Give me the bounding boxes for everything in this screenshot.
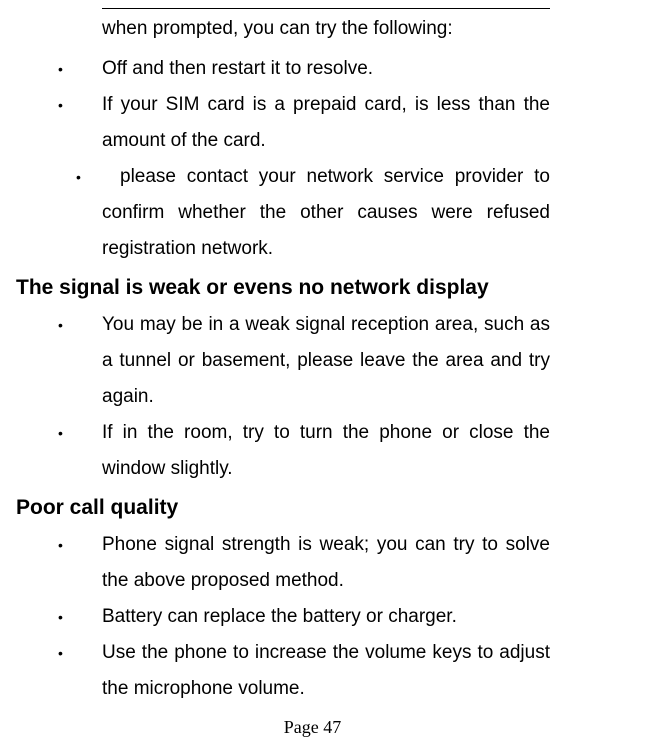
section3-heading: Poor call quality: [16, 493, 615, 523]
list-item: Off and then restart it to resolve.: [58, 51, 550, 87]
list-item: please contact your network service prov…: [58, 159, 550, 267]
section2-heading: The signal is weak or evens no network d…: [16, 273, 615, 303]
list-item: Battery can replace the battery or charg…: [58, 599, 550, 635]
list-item: If in the room, try to turn the phone or…: [58, 415, 550, 487]
section2-list: You may be in a weak signal reception ar…: [58, 307, 550, 487]
continuation-text: when prompted, you can try the following…: [102, 13, 550, 45]
document-page: when prompted, you can try the following…: [0, 8, 655, 738]
section1-list: Off and then restart it to resolve. If y…: [58, 51, 550, 267]
list-item: If your SIM card is a prepaid card, is l…: [58, 87, 550, 159]
list-item: Use the phone to increase the volume key…: [58, 635, 550, 707]
page-number: Page 47: [10, 717, 615, 738]
list-item: You may be in a weak signal reception ar…: [58, 307, 550, 415]
section3-list: Phone signal strength is weak; you can t…: [58, 527, 550, 707]
horizontal-rule: [102, 8, 550, 9]
list-item: Phone signal strength is weak; you can t…: [58, 527, 550, 599]
